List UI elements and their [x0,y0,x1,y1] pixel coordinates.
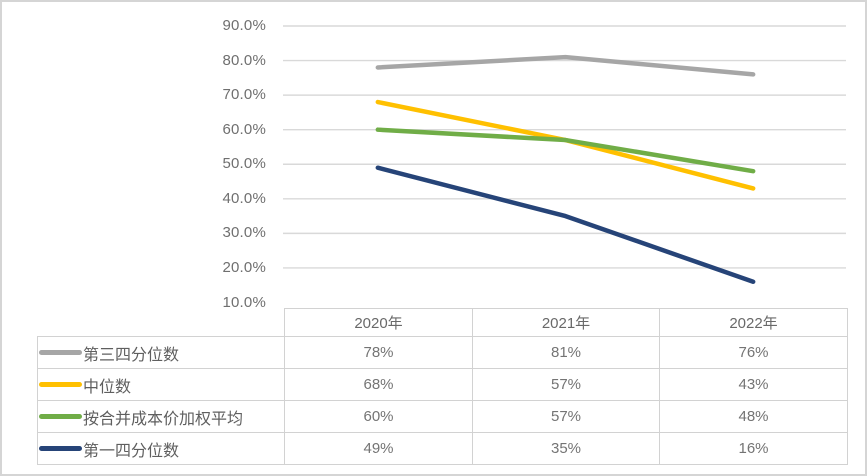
legend-swatch-weighted-avg-by-merged-cost [39,414,82,419]
year-header-cell: 2020年 [284,308,473,337]
table-corner-cell [38,309,285,337]
value-cell: 60% [284,400,473,433]
series-line-weighted-avg-by-merged-cost [375,127,756,174]
y-axis-tick-label: 20.0% [222,258,266,276]
value-cell: 68% [284,368,473,401]
table-row-weighted-avg-by-merged-cost: 按合并成本价加权平均 60% 57% 48% [37,400,848,433]
table-row-third-quartile: 第三四分位数 78% 81% 76% [37,336,848,369]
data-table-header: 2020年 2021年 2022年 [38,308,848,337]
value-cell: 81% [472,336,660,369]
y-axis-tick-label: 30.0% [222,224,266,242]
series-line-third-quartile [375,54,756,77]
value-cell: 76% [659,336,848,369]
legend-cell-first-quartile: 第一四分位数 [37,432,285,465]
table-row-first-quartile: 第一四分位数 49% 35% 16% [37,432,848,465]
y-axis-tick-label: 40.0% [222,189,266,207]
value-cell: 48% [659,400,848,433]
value-cell: 57% [472,400,660,433]
series-name-label: 中位数 [83,378,132,396]
series-name-label: 第一四分位数 [83,442,180,460]
value-cell: 57% [472,368,660,401]
value-cell: 43% [659,368,848,401]
legend-swatch-third-quartile [39,350,82,355]
value-cell: 35% [472,432,660,465]
table-row-median: 中位数 68% 57% 43% [37,368,848,401]
year-header-cell: 2022年 [659,308,848,337]
value-cell: 16% [659,432,848,465]
table-header-row: 2020年 2021年 2022年 [38,308,848,337]
y-axis-tick-label: 70.0% [222,86,266,104]
data-table-body: 第三四分位数 78% 81% 76% 中位数 68% 57% 43% 按合并成本价加权平均 60%… [37,336,848,465]
y-axis-tick-label: 10.0% [222,293,266,311]
series-name-label: 按合并成本价加权平均 [83,410,244,428]
y-axis-tick-label: 90.0% [222,17,266,34]
data-table: 2020年 2021年 2022年 第三四分位数 78% 81% 76% 中位数 68% 57%… [37,308,848,465]
legend-swatch-median [39,382,82,387]
series-line-median [375,99,756,191]
y-axis-tick-label: 60.0% [222,120,266,138]
legend-cell-weighted-avg-by-merged-cost: 按合并成本价加权平均 [37,400,285,433]
series-name-label: 第三四分位数 [83,346,180,364]
legend-cell-third-quartile: 第三四分位数 [37,336,285,369]
value-cell: 49% [284,432,473,465]
value-cell: 78% [284,336,473,369]
legend-swatch-first-quartile [39,446,82,451]
legend-cell-median: 中位数 [37,368,285,401]
series-line-first-quartile [375,165,756,285]
y-axis-tick-label: 50.0% [222,155,266,173]
y-axis-tick-label: 80.0% [222,51,266,69]
year-header-cell: 2021年 [472,308,660,337]
